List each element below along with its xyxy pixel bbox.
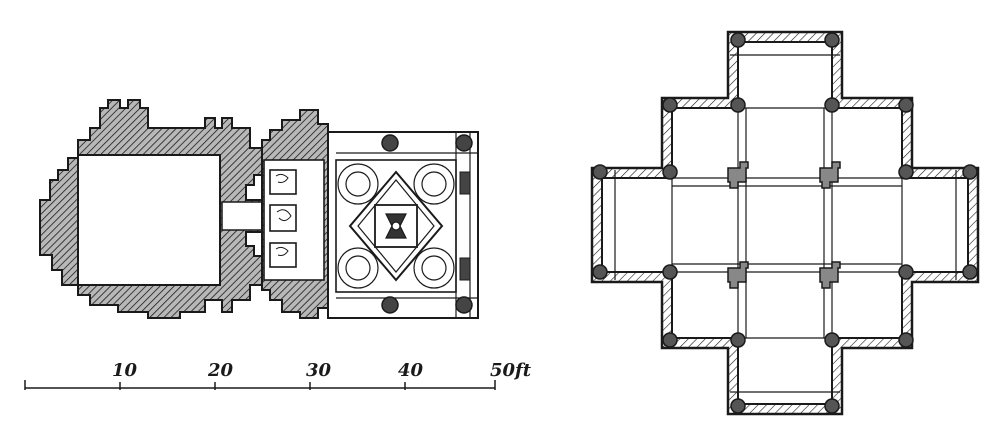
inner-piers bbox=[727, 161, 841, 289]
scale-tick-20: 20 bbox=[207, 360, 234, 381]
ornamental-ceiling bbox=[337, 163, 455, 289]
pillar bbox=[381, 134, 399, 152]
hall-interior bbox=[77, 154, 221, 286]
passage bbox=[221, 201, 265, 231]
scale-tick-30: 30 bbox=[306, 360, 332, 381]
pillar bbox=[381, 296, 399, 314]
niche-2 bbox=[269, 204, 297, 232]
left-floor-plan bbox=[39, 99, 479, 319]
scale-tick-10: 10 bbox=[112, 360, 138, 381]
scale-tick-50ft: 50ft bbox=[490, 360, 532, 381]
scale-tick-40: 40 bbox=[398, 360, 424, 381]
scale-bar: 10 20 30 40 50ft bbox=[24, 360, 532, 390]
cross-interior bbox=[601, 41, 969, 405]
pillar bbox=[455, 296, 473, 314]
pillar bbox=[455, 134, 473, 152]
right-floor-plan bbox=[590, 30, 980, 416]
columns bbox=[592, 32, 978, 414]
